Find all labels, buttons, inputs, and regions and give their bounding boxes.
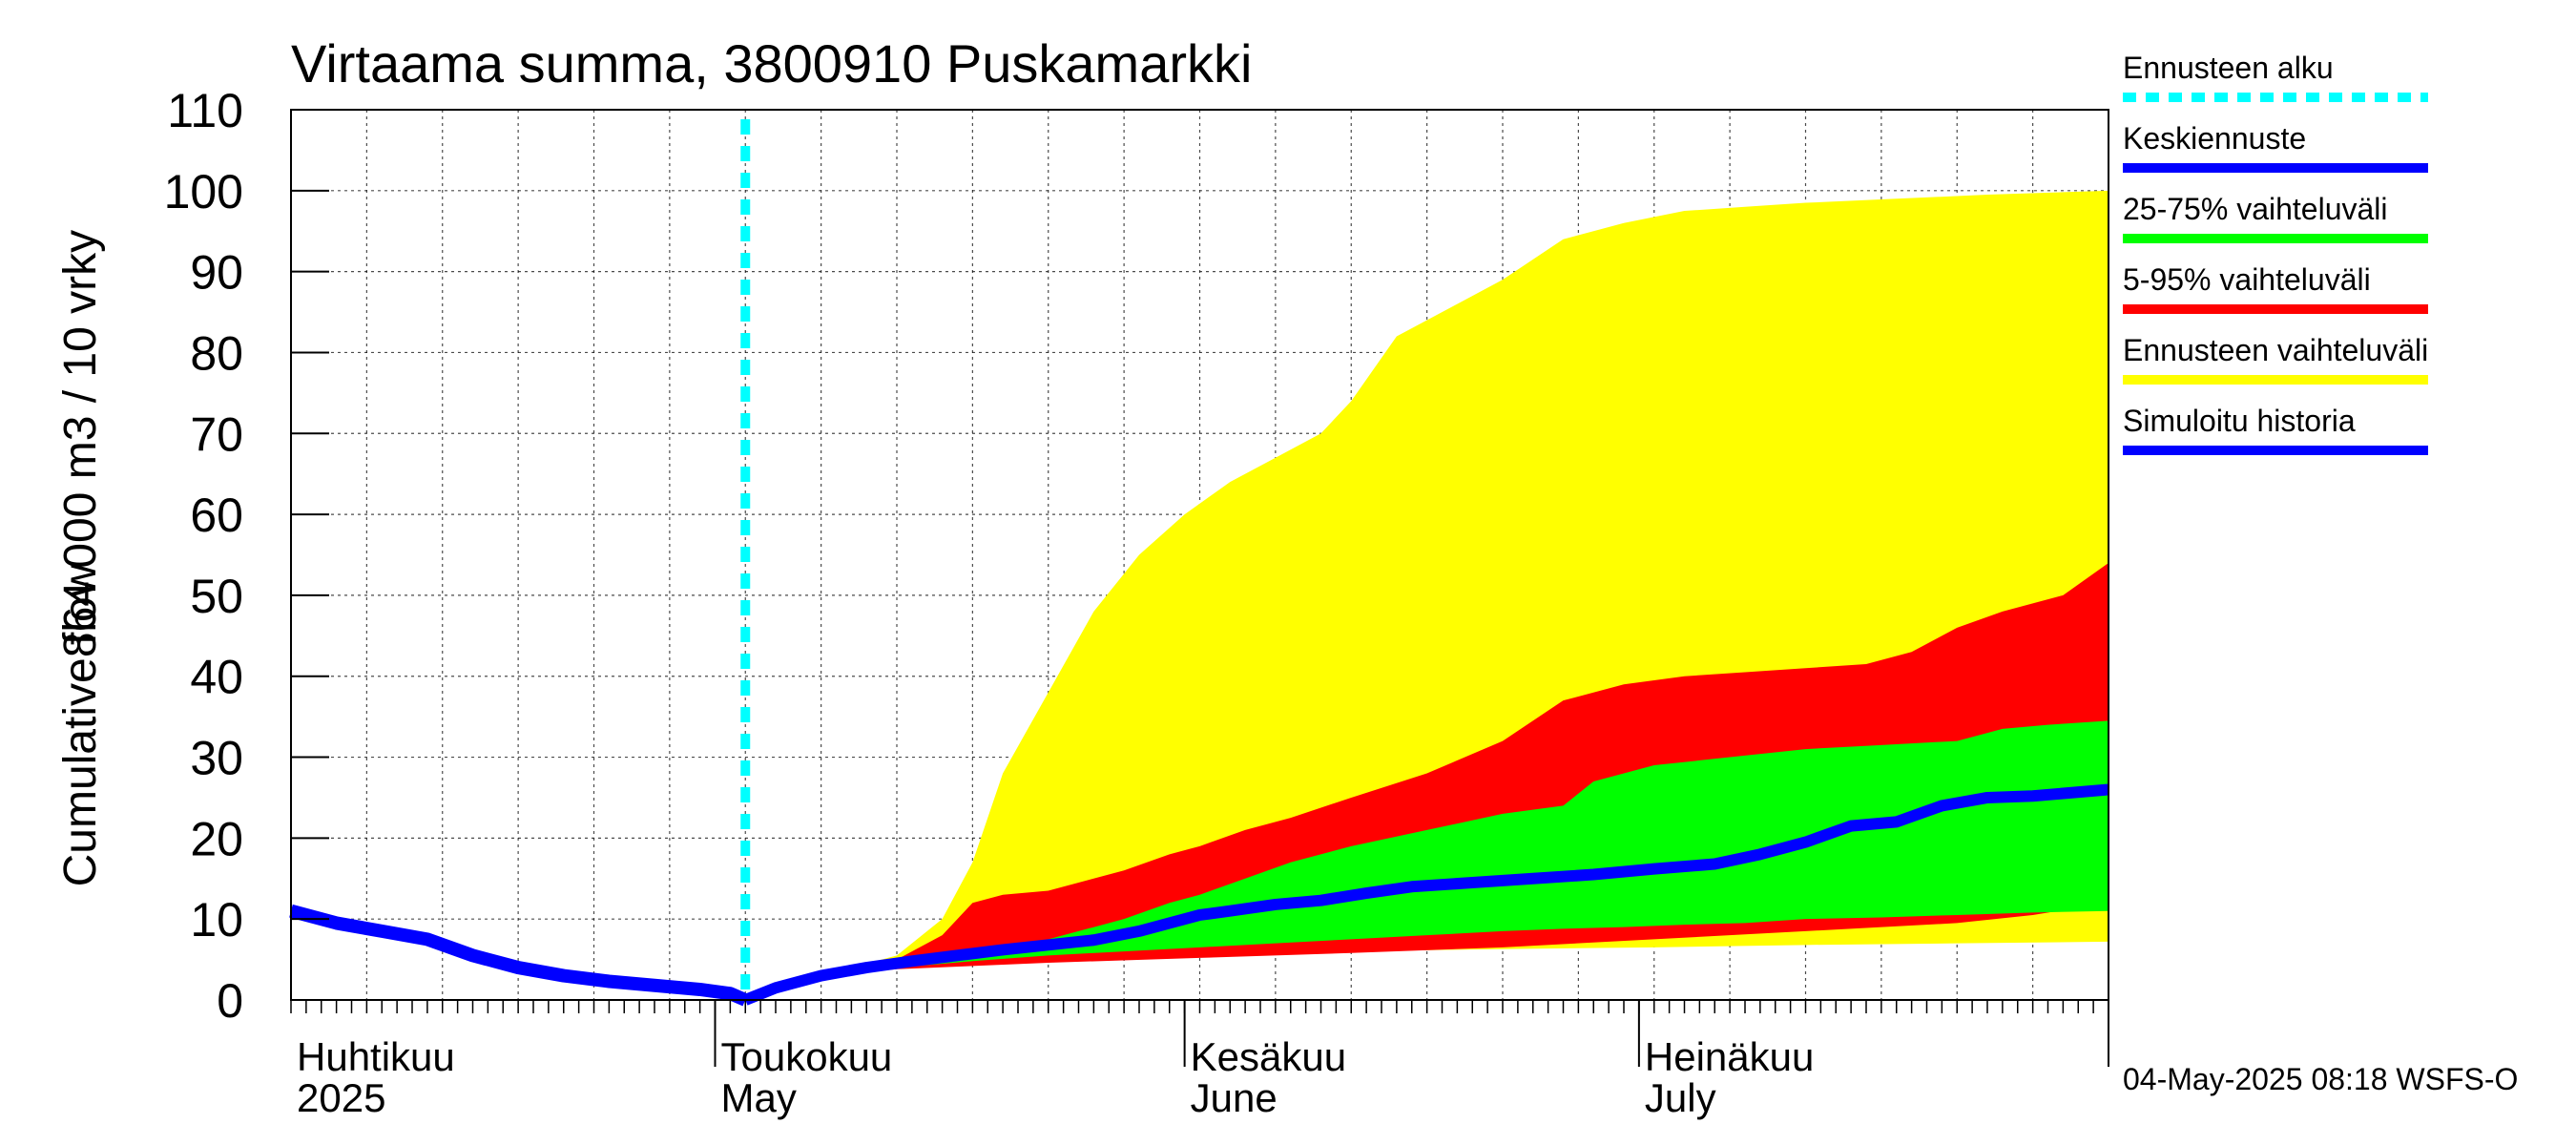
- x-month-sublabel: July: [1645, 1075, 1716, 1120]
- legend-label: Simuloitu historia: [2123, 404, 2356, 438]
- x-month-label: Toukokuu: [721, 1034, 893, 1079]
- legend-label: 25-75% vaihteluväli: [2123, 192, 2388, 226]
- y-tick-label: 50: [190, 570, 243, 623]
- y-tick-label: 60: [190, 489, 243, 542]
- y-tick-label: 20: [190, 812, 243, 865]
- x-month-sublabel: June: [1191, 1075, 1278, 1120]
- y-tick-label: 100: [164, 165, 243, 219]
- series-median-forecast: [743, 783, 2109, 1006]
- series: [289, 119, 2109, 1007]
- y-tick-label: 110: [167, 84, 243, 137]
- y-axis-label-line1: Cumulative flow: [55, 563, 106, 886]
- y-tick-label: 0: [217, 974, 243, 1028]
- footer-timestamp: 04-May-2025 08:18 WSFS-O: [2123, 1062, 2518, 1096]
- y-tick-label: 80: [190, 326, 243, 380]
- series-simulated-history: [289, 904, 749, 1007]
- legend-label: Ennusteen vaihteluväli: [2123, 333, 2428, 367]
- x-month-sublabel: 2025: [297, 1075, 385, 1120]
- legend: Ennusteen alku Keskiennuste 25-75% vaihtel…: [2123, 51, 2428, 455]
- legend-label: Ennusteen alku: [2123, 51, 2334, 85]
- y-tick-label: 30: [190, 732, 243, 785]
- x-month-label: Kesäkuu: [1191, 1034, 1346, 1079]
- y-tick-label: 90: [190, 246, 243, 300]
- chart-title: Virtaama summa, 3800910 Puskamarkki: [291, 33, 1252, 94]
- y-tick-label: 70: [190, 407, 243, 461]
- band-25-75: [745, 720, 2109, 1000]
- y-axis-label-line2: 864 000 m3 / 10 vrky: [55, 230, 106, 657]
- y-tick-label: 40: [190, 651, 243, 704]
- legend-label: Keskiennuste: [2123, 121, 2306, 156]
- x-month-label: Huhtikuu: [297, 1034, 455, 1079]
- x-month-label: Heinäkuu: [1645, 1034, 1814, 1079]
- legend-label: 5-95% vaihteluväli: [2123, 262, 2371, 297]
- y-tick-label: 10: [190, 893, 243, 947]
- x-month-sublabel: May: [721, 1075, 797, 1120]
